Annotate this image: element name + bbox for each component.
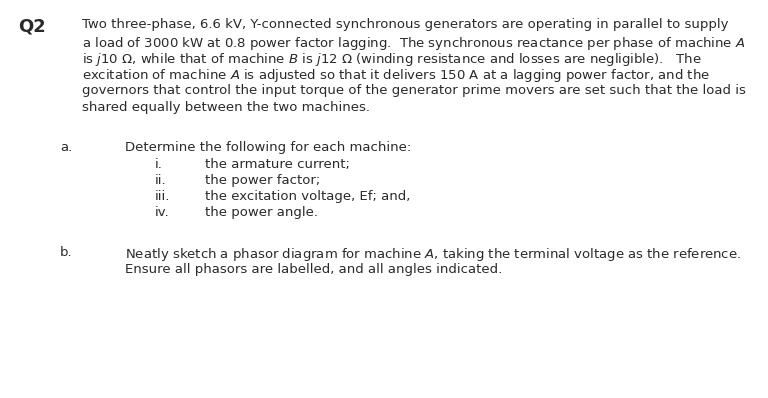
Text: excitation of machine $A$ is adjusted so that it delivers 150 A at a lagging pow: excitation of machine $A$ is adjusted so… <box>82 68 710 84</box>
Text: Neatly sketch a phasor diagram for machine $A$, taking the terminal voltage as t: Neatly sketch a phasor diagram for machi… <box>125 246 741 263</box>
Text: b.: b. <box>60 246 73 259</box>
Text: Determine the following for each machine:: Determine the following for each machine… <box>125 141 411 154</box>
Text: ii.: ii. <box>155 174 167 187</box>
Text: the power factor;: the power factor; <box>205 174 320 187</box>
Text: shared equally between the two machines.: shared equally between the two machines. <box>82 101 370 113</box>
Text: the excitation voltage, Ef; and,: the excitation voltage, Ef; and, <box>205 190 410 203</box>
Text: i.: i. <box>155 158 163 171</box>
Text: the armature current;: the armature current; <box>205 158 350 171</box>
Text: a load of 3000 kW at 0.8 power factor lagging.  The synchronous reactance per ph: a load of 3000 kW at 0.8 power factor la… <box>82 35 746 51</box>
Text: is $j$10 $\Omega$, while that of machine $B$ is $j$12 $\Omega$ (winding resistan: is $j$10 $\Omega$, while that of machine… <box>82 51 702 68</box>
Text: a.: a. <box>60 141 72 154</box>
Text: Q2: Q2 <box>18 18 46 36</box>
Text: iv.: iv. <box>155 206 170 219</box>
Text: the power angle.: the power angle. <box>205 206 318 219</box>
Text: Two three-phase, 6.6 kV, Y-connected synchronous generators are operating in par: Two three-phase, 6.6 kV, Y-connected syn… <box>82 18 729 31</box>
Text: governors that control the input torque of the generator prime movers are set su: governors that control the input torque … <box>82 84 746 97</box>
Text: Ensure all phasors are labelled, and all angles indicated.: Ensure all phasors are labelled, and all… <box>125 263 502 276</box>
Text: iii.: iii. <box>155 190 170 203</box>
